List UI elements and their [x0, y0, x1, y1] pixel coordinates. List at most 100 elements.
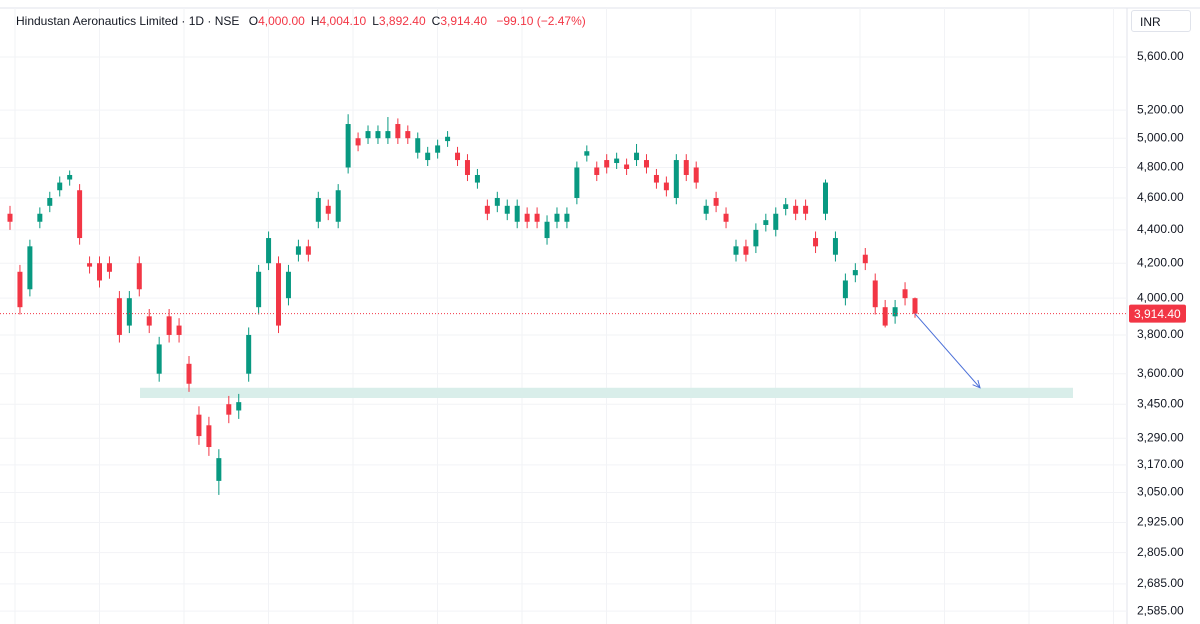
candle-body	[176, 325, 182, 335]
projection-arrow	[914, 313, 981, 389]
ohlc-key: H	[310, 14, 320, 28]
y-tick-label: 3,170.00	[1137, 457, 1184, 471]
candle-body	[415, 138, 421, 153]
candle-body	[524, 213, 530, 222]
candle-body	[116, 298, 122, 335]
ohlc-value: 4,004.10	[319, 14, 367, 28]
candle-body	[77, 190, 83, 239]
candle-body	[783, 204, 789, 209]
y-tick-label: 5,000.00	[1137, 130, 1184, 144]
candle-body	[842, 280, 848, 299]
candle-body	[37, 213, 43, 222]
candle-body	[872, 280, 878, 308]
y-tick-label: 3,450.00	[1137, 396, 1184, 410]
candle-body	[544, 221, 550, 239]
candle-body	[484, 205, 490, 214]
candle-body	[594, 167, 600, 175]
ohlc-key: C	[431, 14, 441, 28]
candle-body	[504, 205, 510, 214]
candle-body	[703, 205, 709, 214]
candle-body	[136, 263, 142, 290]
y-tick-label: 2,925.00	[1137, 515, 1184, 529]
candle-body	[285, 271, 291, 299]
candle-body	[773, 213, 779, 230]
candle-body	[832, 238, 838, 255]
candle-body	[564, 213, 570, 222]
candle-body	[196, 414, 202, 437]
candle-body	[246, 334, 252, 374]
candle-body	[852, 270, 858, 276]
candle-body	[534, 213, 540, 222]
y-tick-label: 3,600.00	[1137, 366, 1184, 380]
arrow-head	[972, 379, 981, 389]
candle-body	[663, 182, 669, 191]
candle-body	[653, 174, 659, 183]
y-tick-label: 4,600.00	[1137, 190, 1184, 204]
price-change: −99.10 (−2.47%)	[496, 14, 586, 28]
candle-body	[643, 160, 649, 168]
candle-body	[693, 167, 699, 183]
candle-body	[67, 174, 73, 180]
legend-header: Hindustan Aeronautics Limited · 1D · NSE…	[16, 14, 586, 28]
candle-body	[315, 197, 321, 222]
candle-body	[226, 404, 232, 415]
candle-body	[355, 138, 361, 146]
candle-body	[683, 160, 689, 175]
candle-body	[902, 289, 908, 299]
y-tick-label: 2,585.00	[1137, 603, 1184, 617]
candle-body	[733, 246, 739, 255]
candle-body	[822, 182, 828, 214]
candle-body	[395, 124, 401, 139]
candle-body	[97, 263, 103, 281]
candle-body	[256, 271, 262, 308]
candle-body	[892, 307, 898, 317]
candle-body	[763, 220, 769, 225]
candle-body	[7, 213, 13, 222]
y-tick-label: 4,200.00	[1137, 255, 1184, 269]
candle-body	[126, 298, 132, 326]
candle-body	[405, 131, 411, 139]
candle-body	[584, 151, 590, 156]
y-tick-label: 5,200.00	[1137, 102, 1184, 116]
candle-body	[365, 131, 371, 139]
last-price-badge	[1129, 304, 1186, 323]
last-price-label: 3,914.40	[1134, 307, 1181, 321]
candle-body	[793, 205, 799, 214]
y-tick-label: 5,600.00	[1137, 49, 1184, 63]
candle-body	[753, 229, 759, 247]
ohlc-value: 3,914.40	[440, 14, 488, 28]
candle-body	[17, 271, 23, 308]
ohlc-key: O	[248, 14, 259, 28]
candle-body	[862, 254, 868, 264]
candle-body	[335, 190, 341, 222]
y-tick-label: 4,400.00	[1137, 222, 1184, 236]
candle-body	[614, 158, 620, 164]
candle-body	[156, 344, 162, 374]
y-tick-label: 3,050.00	[1137, 485, 1184, 499]
y-tick-label: 3,800.00	[1137, 327, 1184, 341]
candle-body	[673, 160, 679, 198]
candle-body	[385, 131, 391, 139]
candle-body	[743, 246, 749, 255]
currency-button[interactable]: INR	[1131, 10, 1191, 32]
candle-body	[554, 213, 560, 222]
candle-body	[166, 316, 172, 335]
ohlc-key: L	[372, 14, 379, 28]
candle-body	[723, 213, 729, 222]
candle-body	[216, 458, 222, 481]
candle-body	[236, 402, 242, 411]
candle-body	[106, 263, 112, 272]
candle-body	[634, 152, 640, 161]
candle-body	[266, 238, 272, 264]
y-tick-label: 2,805.00	[1137, 545, 1184, 559]
candle-body	[455, 152, 461, 161]
candle-body	[425, 152, 431, 161]
y-tick-label: 4,000.00	[1137, 290, 1184, 304]
candle-body	[325, 205, 331, 214]
candle-body	[813, 238, 819, 247]
candle-body	[57, 182, 63, 191]
support-zone	[140, 387, 1073, 399]
candle-body	[474, 174, 480, 183]
